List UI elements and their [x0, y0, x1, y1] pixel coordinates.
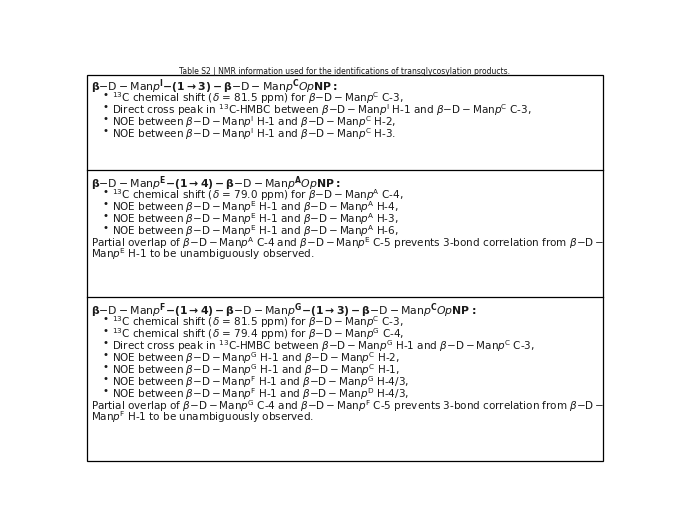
Text: •: • [103, 114, 109, 124]
Text: •: • [103, 199, 109, 209]
Text: •: • [103, 362, 109, 372]
Text: •: • [103, 223, 109, 233]
Text: Table S2 | NMR information used for the identifications of transglycosylation pr: Table S2 | NMR information used for the … [180, 67, 510, 76]
Text: •: • [103, 374, 109, 384]
Text: Direct cross peak in $^{13}\mathrm{C}$-HMBC between $\beta\mathrm{-D-Man}$$\math: Direct cross peak in $^{13}\mathrm{C}$-H… [112, 338, 535, 354]
Text: NOE between $\beta\mathrm{-D-Man}$$\mathit{p}$$^{\mathrm{E}}$ H-1 and $\beta\mat: NOE between $\beta\mathrm{-D-Man}$$\math… [112, 211, 398, 227]
Text: NOE between $\beta\mathrm{-D-Man}$$\mathit{p}$$^{\mathrm{E}}$ H-1 and $\beta\mat: NOE between $\beta\mathrm{-D-Man}$$\math… [112, 199, 398, 215]
Text: Partial overlap of $\beta\mathrm{-D-Man}$$\mathit{p}$$^{\mathrm{G}}$ C-4 and $\b: Partial overlap of $\beta\mathrm{-D-Man}… [91, 398, 604, 414]
Text: $\mathbf{\beta\mathrm{-D-Man}}$$\mathit{p}$$^{\mathbf{E}}$$\mathbf{-(1{\rightarr: $\mathbf{\beta\mathrm{-D-Man}}$$\mathit{… [91, 174, 341, 193]
Text: •: • [103, 90, 109, 100]
Text: $\mathbf{\beta\mathrm{-D-Man}}$$\mathit{p}$$^{\mathbf{I}}$$\mathbf{-(1{\rightarr: $\mathbf{\beta\mathrm{-D-Man}}$$\mathit{… [91, 77, 338, 96]
Text: $^{13}\mathrm{C}$ chemical shift ($\delta$ = 81.5 ppm) for $\beta\mathrm{-D-Man}: $^{13}\mathrm{C}$ chemical shift ($\delt… [112, 90, 404, 106]
Text: Man$\mathit{p}$$^{\mathrm{E}}$ H-1 to be unambiguously observed.: Man$\mathit{p}$$^{\mathrm{E}}$ H-1 to be… [91, 246, 314, 262]
Text: •: • [103, 126, 109, 136]
Text: $^{13}\mathrm{C}$ chemical shift ($\delta$ = 81.5 ppm) for $\beta\mathrm{-D-Man}: $^{13}\mathrm{C}$ chemical shift ($\delt… [112, 314, 404, 330]
Text: •: • [103, 386, 109, 396]
Text: $^{13}\mathrm{C}$ chemical shift ($\delta$ = 79.4 ppm) for $\beta\mathrm{-D-Man}: $^{13}\mathrm{C}$ chemical shift ($\delt… [112, 326, 404, 342]
Text: •: • [103, 350, 109, 360]
Text: Direct cross peak in $^{13}\mathrm{C}$-HMBC between $\beta\mathrm{-D-Man}$$\math: Direct cross peak in $^{13}\mathrm{C}$-H… [112, 102, 532, 118]
Text: $^{13}\mathrm{C}$ chemical shift ($\delta$ = 79.0 ppm) for $\beta\mathrm{-D-Man}: $^{13}\mathrm{C}$ chemical shift ($\delt… [112, 187, 403, 203]
Text: NOE between $\beta\mathrm{-D-Man}$$\mathit{p}$$^{\mathrm{G}}$ H-1 and $\beta\mat: NOE between $\beta\mathrm{-D-Man}$$\math… [112, 350, 400, 366]
Text: •: • [103, 102, 109, 112]
Text: NOE between $\beta\mathrm{-D-Man}$$\mathit{p}$$^{\mathrm{G}}$ H-1 and $\beta\mat: NOE between $\beta\mathrm{-D-Man}$$\math… [112, 362, 400, 378]
Text: NOE between $\beta\mathrm{-D-Man}$$\mathit{p}$$^{\mathrm{E}}$ H-1 and $\beta\mat: NOE between $\beta\mathrm{-D-Man}$$\math… [112, 223, 398, 239]
Text: •: • [103, 211, 109, 221]
Text: •: • [103, 187, 109, 197]
Text: NOE between $\beta\mathrm{-D-Man}$$\mathit{p}$$^{\mathrm{I}}$ H-1 and $\beta\mat: NOE between $\beta\mathrm{-D-Man}$$\math… [112, 114, 396, 130]
Text: NOE between $\beta\mathrm{-D-Man}$$\mathit{p}$$^{\mathrm{F}}$ H-1 and $\beta\mat: NOE between $\beta\mathrm{-D-Man}$$\math… [112, 374, 409, 390]
Text: Man$\mathit{p}$$^{\mathrm{F}}$ H-1 to be unambiguously observed.: Man$\mathit{p}$$^{\mathrm{F}}$ H-1 to be… [91, 409, 314, 425]
Text: $\mathbf{\beta\mathrm{-D-Man}}$$\mathit{p}$$^{\mathbf{F}}$$\mathbf{-(1{\rightarr: $\mathbf{\beta\mathrm{-D-Man}}$$\mathit{… [91, 301, 476, 320]
Text: •: • [103, 326, 109, 336]
Text: Partial overlap of $\beta\mathrm{-D-Man}$$\mathit{p}$$^{\mathrm{A}}$ C-4 and $\b: Partial overlap of $\beta\mathrm{-D-Man}… [91, 235, 604, 251]
Text: NOE between $\beta\mathrm{-D-Man}$$\mathit{p}$$^{\mathrm{F}}$ H-1 and $\beta\mat: NOE between $\beta\mathrm{-D-Man}$$\math… [112, 386, 409, 402]
Text: •: • [103, 314, 109, 324]
Text: •: • [103, 338, 109, 348]
Text: NOE between $\beta\mathrm{-D-Man}$$\mathit{p}$$^{\mathrm{I}}$ H-1 and $\beta\mat: NOE between $\beta\mathrm{-D-Man}$$\math… [112, 126, 396, 142]
